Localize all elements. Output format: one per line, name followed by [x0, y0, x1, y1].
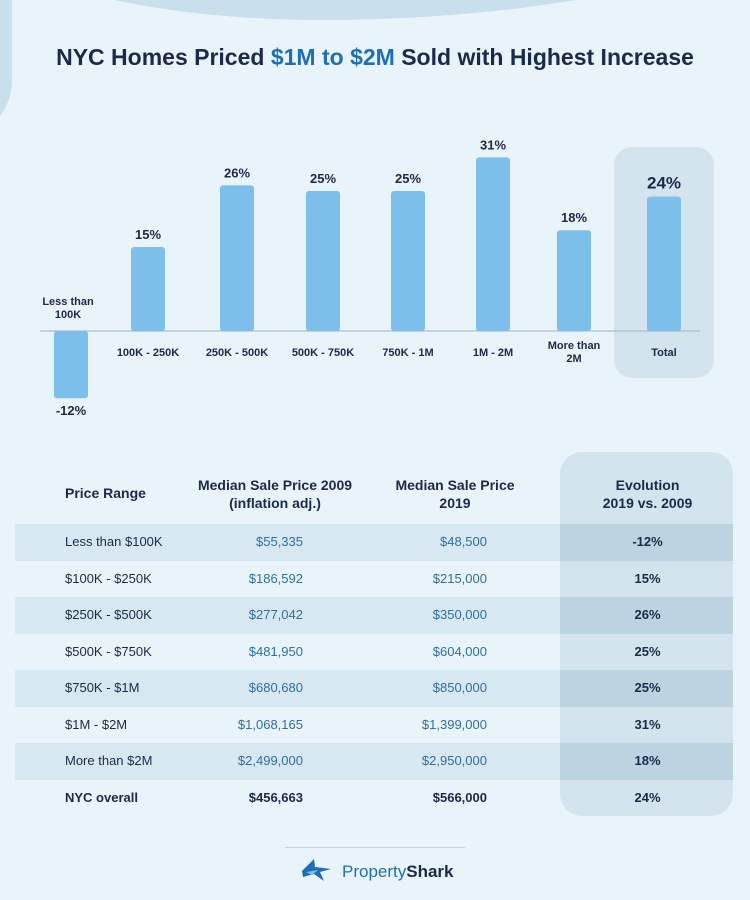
category-label: 500K - 750K	[292, 347, 354, 359]
value-label: 25%	[395, 171, 421, 186]
cell-evolution: 31%	[634, 716, 661, 732]
header-evolution: Evolution 2019 vs. 2009	[570, 476, 725, 512]
bar-4	[391, 191, 425, 331]
cell-price-2009: $55,335	[256, 534, 303, 549]
bar-7	[647, 196, 681, 331]
cell-evolution: 18%	[634, 753, 661, 768]
cell-price-2009: $2,499,000	[237, 753, 303, 768]
category-label: Less than 100K	[42, 296, 94, 321]
table-row: Less than $100K $55,335 $48,500 -12%	[15, 524, 733, 561]
category-label: More than 2M	[548, 340, 601, 365]
table-row: More than $2M $2,499,000 $2,950,000 18%	[15, 743, 733, 780]
header-evolution-line1: Evolution	[615, 477, 680, 493]
header-median-2009-line2: (inflation adj.)	[229, 495, 321, 511]
cell-price-2019: $850,000	[432, 680, 487, 695]
cell-range: $250K - $500K	[65, 607, 152, 622]
cell-price-2019: $215,000	[432, 570, 487, 586]
bar-0	[54, 331, 88, 399]
cell-price-2009: $456,663	[248, 789, 303, 805]
brand-name-part1: Property	[342, 862, 407, 881]
cell-price-2019: $1,399,000	[421, 716, 487, 732]
header-price-range: Price Range	[65, 485, 146, 501]
category-label: Total	[651, 347, 676, 359]
bar-2	[220, 185, 254, 331]
table-row: $100K - $250K $186,592 $215,000 15%	[15, 561, 733, 598]
cell-range: $750K - $1M	[65, 680, 140, 695]
table-row: $500K - $750K $481,950 $604,000 25%	[15, 634, 733, 671]
cell-price-2019: $604,000	[432, 643, 487, 659]
title-accent: $1M to $2M	[270, 44, 395, 70]
shark-icon	[300, 857, 334, 888]
value-label: -12%	[56, 403, 87, 418]
cell-price-2009: $481,950	[248, 643, 303, 659]
title-suffix: Sold with Highest Increase	[394, 44, 694, 70]
cell-range: $100K - $250K	[65, 570, 152, 586]
cell-price-2009: $186,592	[248, 570, 303, 586]
cell-range: More than $2M	[65, 753, 153, 768]
cell-evolution: 25%	[634, 643, 661, 659]
bar-3	[306, 191, 340, 331]
cell-price-2019: $48,500	[440, 534, 487, 549]
category-label: 1M - 2M	[473, 347, 513, 359]
header-median-2009-line1: Median Sale Price 2009	[197, 477, 353, 493]
cell-evolution: 24%	[634, 789, 661, 805]
bar-5	[476, 157, 510, 331]
cell-range: NYC overall	[65, 789, 138, 805]
value-label: 18%	[561, 210, 587, 225]
category-label: 750K - 1M	[382, 347, 433, 359]
cell-evolution: 26%	[634, 607, 661, 622]
header-median-2019: Median Sale Price 2019	[375, 476, 535, 512]
bar-6	[557, 230, 591, 331]
cell-range: $500K - $750K	[65, 643, 152, 659]
cell-evolution: -12%	[632, 534, 663, 549]
table-body: Less than $100K $55,335 $48,500 -12% $10…	[15, 524, 733, 816]
cell-price-2019: $350,000	[432, 607, 487, 622]
bar-chart: -12% Less than 100K 15% 100K - 250K 26% 250K -…	[40, 137, 714, 418]
cell-price-2009: $1,068,165	[237, 716, 303, 732]
value-label: 15%	[135, 227, 161, 242]
table-header: Price Range Median Sale Price 2009 (infl…	[15, 472, 733, 532]
brand-logo: PropertyShark	[300, 857, 454, 887]
header-median-2019-line1: Median Sale Price	[395, 477, 515, 493]
bar-1	[131, 247, 165, 331]
value-label: 31%	[480, 137, 506, 152]
value-label: 24%	[647, 174, 681, 193]
table-row: $1M - $2M $1,068,165 $1,399,000 31%	[15, 707, 733, 744]
cell-price-2019: $566,000	[432, 789, 487, 805]
brand-name-part2: Shark	[406, 862, 454, 881]
value-label: 26%	[224, 165, 250, 180]
title-prefix: NYC Homes Priced	[56, 44, 271, 70]
cell-evolution: 25%	[634, 680, 661, 695]
cell-price-2009: $680,680	[248, 680, 303, 695]
table-row: $750K - $1M $680,680 $850,000 25%	[15, 670, 733, 707]
header-evolution-line2: 2019 vs. 2009	[602, 495, 693, 511]
header-median-2019-line2: 2019	[439, 495, 471, 511]
category-label: 250K - 500K	[206, 347, 268, 359]
footer-divider	[285, 847, 465, 848]
brand-name: PropertyShark	[342, 862, 454, 882]
page-title: NYC Homes Priced $1M to $2M Sold with Hi…	[0, 44, 750, 71]
cell-range: $1M - $2M	[65, 716, 128, 732]
cell-price-2019: $2,950,000	[421, 753, 487, 768]
category-label: 100K - 250K	[117, 347, 179, 359]
price-table: Price Range Median Sale Price 2009 (infl…	[15, 452, 733, 824]
table-row-total: NYC overall $456,663 $566,000 24%	[15, 780, 733, 817]
cell-range: Less than $100K	[65, 534, 163, 549]
table-row: $250K - $500K $277,042 $350,000 26%	[15, 597, 733, 634]
header-median-2009: Median Sale Price 2009 (inflation adj.)	[175, 476, 375, 512]
value-label: 25%	[310, 171, 336, 186]
cell-evolution: 15%	[634, 570, 661, 586]
cell-price-2009: $277,042	[248, 607, 303, 622]
